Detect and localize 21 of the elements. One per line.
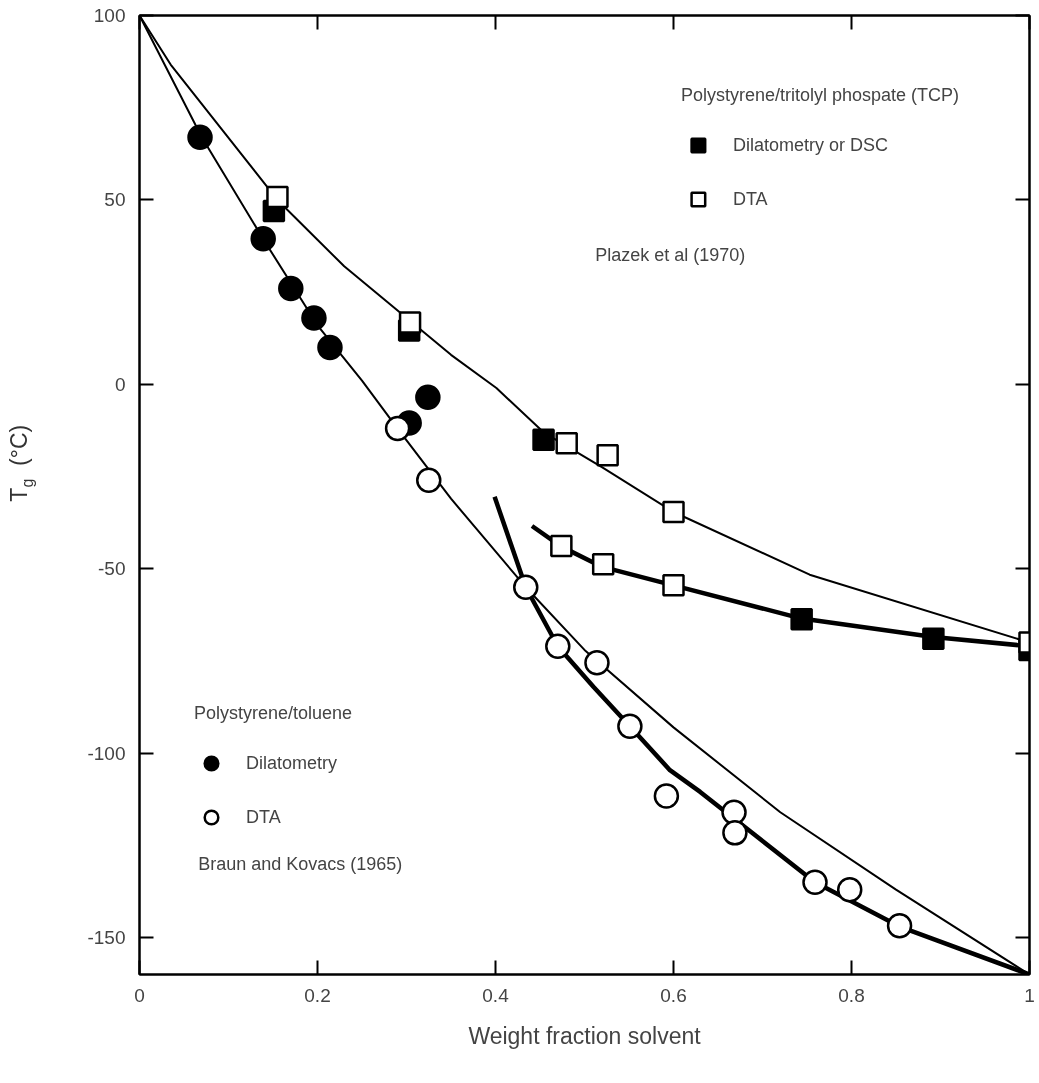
y-tick-label: -50	[98, 558, 126, 580]
annotation: Polystyrene/tritolyl phospate (TCP)	[680, 85, 959, 106]
legend-label: DTA	[246, 806, 281, 828]
x-tick-label: 0.2	[304, 984, 331, 1006]
x-tick-label: 1	[1024, 984, 1035, 1006]
y-tick-label: -150	[87, 927, 126, 949]
x-tick-label: 0.6	[660, 984, 687, 1006]
annotation: Polystyrene/toluene	[194, 703, 353, 724]
legend-label: Dilatometry or DSC	[732, 134, 888, 156]
x-tick-label: 0.4	[482, 984, 510, 1006]
annotation: Plazek et al (1970)	[595, 245, 746, 266]
y-tick-label: 50	[104, 189, 126, 211]
annotation: Braun and Kovacs (1965)	[198, 853, 403, 874]
legend-label: Dilatometry	[246, 752, 338, 774]
y-tick-label: -100	[87, 742, 126, 764]
x-axis-title: Weight fraction solvent	[468, 1022, 702, 1049]
y-tick-label: 0	[114, 373, 126, 395]
legend-label: DTA	[732, 188, 768, 210]
y-tick-label: 100	[93, 5, 126, 26]
x-tick-label: 0	[134, 984, 145, 1006]
x-tick-label: 0.8	[838, 984, 865, 1006]
